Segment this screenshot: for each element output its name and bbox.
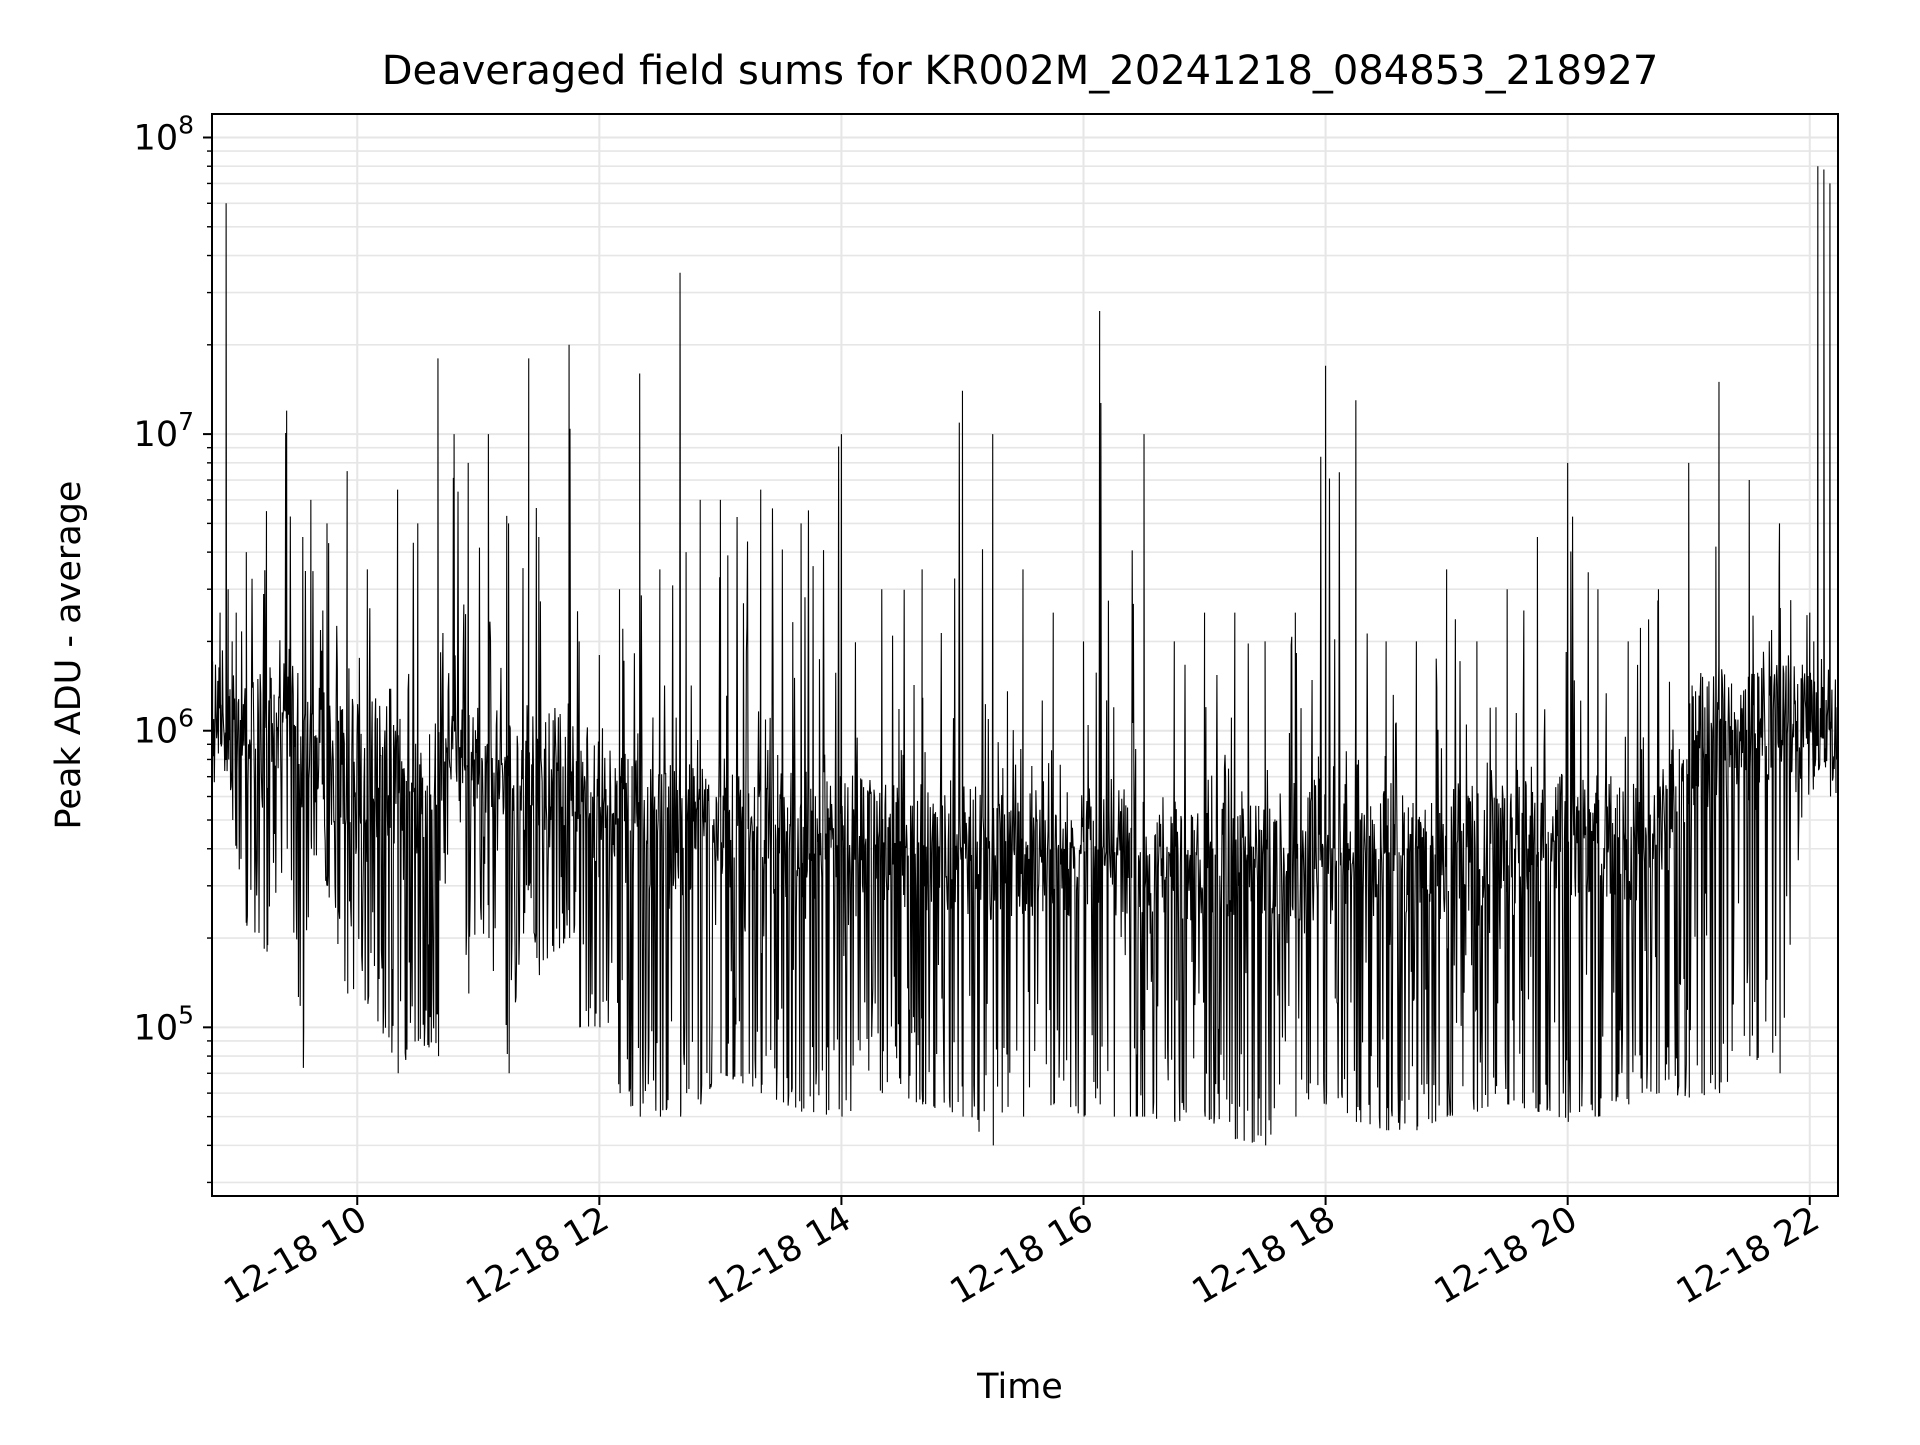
- y-tick-label: 105: [134, 1000, 194, 1048]
- plot-frame: [211, 113, 1839, 1197]
- y-tick-label: 108: [134, 110, 194, 158]
- y-tick-label: 107: [134, 407, 194, 455]
- x-axis-label: Time: [976, 1367, 1063, 1407]
- chart-title: Deaveraged field sums for KR002M_2024121…: [382, 48, 1659, 94]
- y-tick-label: 106: [134, 704, 194, 752]
- data-layer: [211, 166, 1838, 1146]
- y-axis-label: Peak ADU - average: [49, 481, 89, 830]
- series-line: [211, 166, 1838, 1146]
